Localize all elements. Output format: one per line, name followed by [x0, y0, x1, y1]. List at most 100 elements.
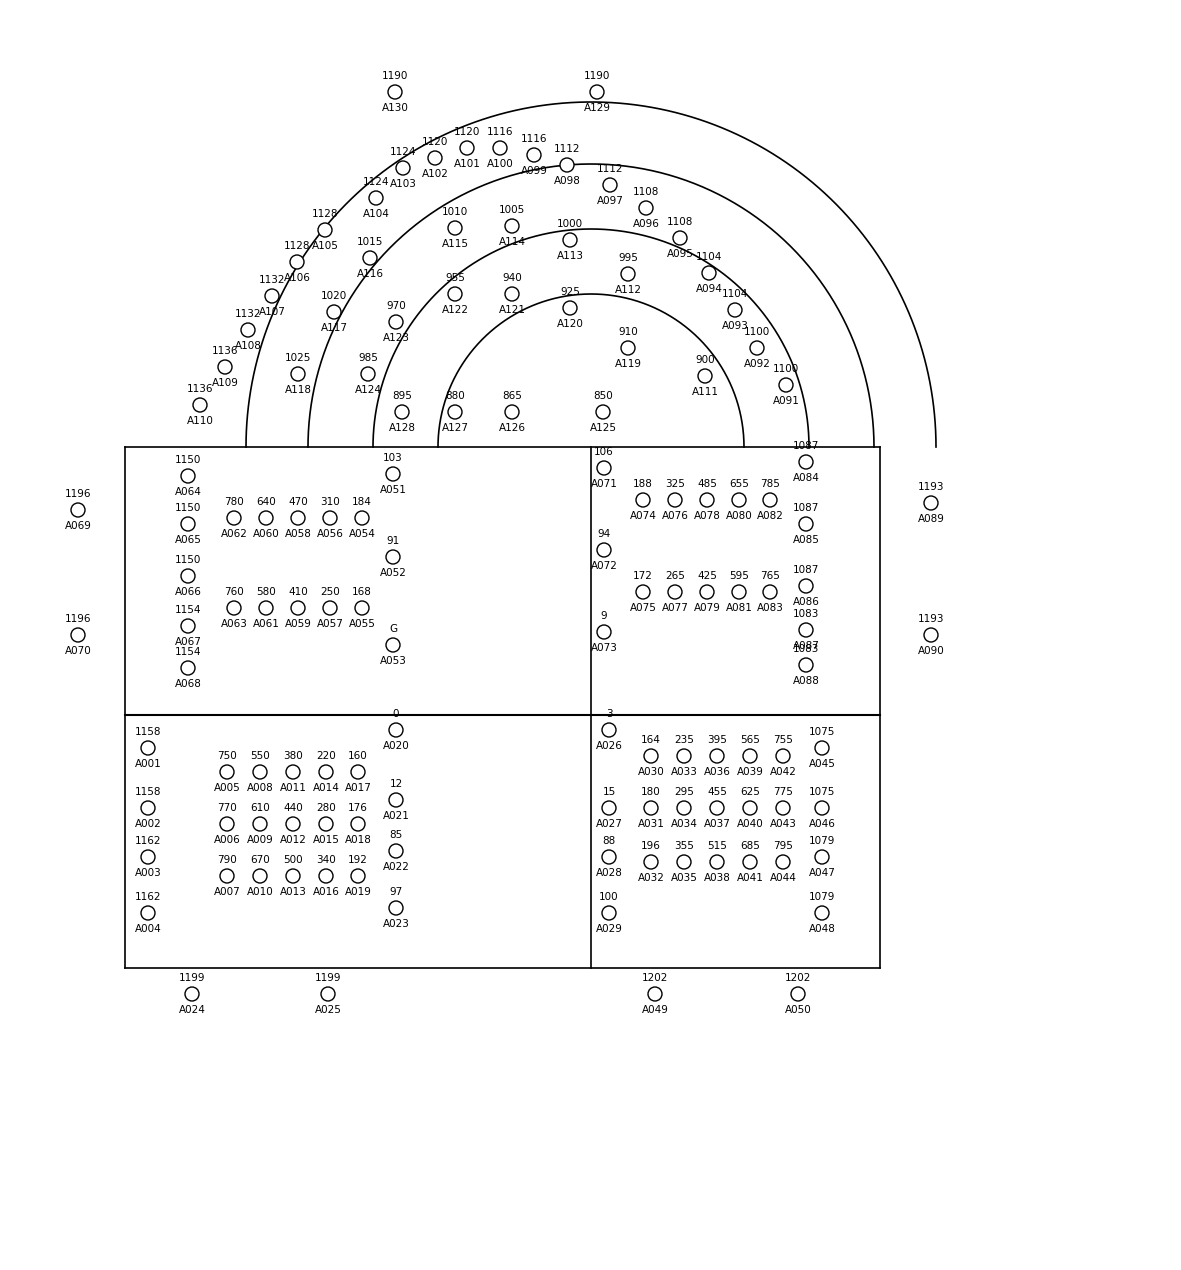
- Text: A029: A029: [595, 925, 622, 933]
- Text: 1104: 1104: [696, 251, 723, 262]
- Circle shape: [319, 765, 333, 779]
- Text: 1158: 1158: [135, 787, 162, 798]
- Text: 172: 172: [633, 572, 653, 580]
- Text: A093: A093: [722, 321, 749, 331]
- Text: A006: A006: [214, 834, 241, 845]
- Circle shape: [351, 817, 365, 831]
- Text: 1112: 1112: [554, 144, 580, 154]
- Text: 168: 168: [352, 587, 372, 597]
- Circle shape: [750, 342, 764, 356]
- Circle shape: [776, 855, 790, 869]
- Text: 565: 565: [740, 735, 759, 745]
- Circle shape: [590, 85, 603, 99]
- Text: 1075: 1075: [809, 787, 835, 798]
- Text: A113: A113: [556, 251, 583, 262]
- Text: 1154: 1154: [175, 605, 201, 615]
- Circle shape: [351, 869, 365, 883]
- Text: A055: A055: [348, 618, 376, 629]
- Text: A121: A121: [498, 305, 526, 315]
- Text: A076: A076: [661, 511, 689, 521]
- Circle shape: [668, 493, 681, 507]
- Text: A010: A010: [247, 886, 273, 897]
- Text: 1202: 1202: [785, 973, 811, 983]
- Text: A073: A073: [590, 643, 618, 653]
- Text: A001: A001: [135, 759, 162, 770]
- Text: 1112: 1112: [596, 164, 624, 174]
- Text: A011: A011: [280, 784, 306, 792]
- Text: 770: 770: [217, 803, 237, 813]
- Text: 12: 12: [390, 779, 403, 789]
- Circle shape: [321, 987, 335, 1001]
- Text: A024: A024: [178, 1005, 205, 1015]
- Text: 580: 580: [256, 587, 276, 597]
- Circle shape: [181, 618, 195, 632]
- Text: 1190: 1190: [583, 71, 611, 81]
- Text: A102: A102: [422, 169, 449, 179]
- Text: 15: 15: [602, 787, 615, 798]
- Circle shape: [815, 740, 829, 754]
- Text: A046: A046: [809, 819, 835, 829]
- Text: 940: 940: [502, 273, 522, 283]
- Circle shape: [286, 817, 300, 831]
- Circle shape: [743, 749, 757, 763]
- Text: A114: A114: [498, 237, 526, 246]
- Circle shape: [386, 638, 400, 652]
- Text: A082: A082: [757, 511, 783, 521]
- Text: 790: 790: [217, 855, 237, 865]
- Text: 640: 640: [256, 497, 276, 507]
- Text: 1162: 1162: [135, 836, 162, 846]
- Circle shape: [710, 855, 724, 869]
- Text: A031: A031: [638, 819, 665, 829]
- Text: 925: 925: [560, 287, 580, 297]
- Text: A044: A044: [770, 872, 796, 883]
- Circle shape: [677, 855, 691, 869]
- Text: 1079: 1079: [809, 836, 835, 846]
- Text: 1087: 1087: [792, 441, 820, 451]
- Text: A115: A115: [442, 239, 469, 249]
- Text: A107: A107: [259, 307, 286, 318]
- Text: A003: A003: [135, 867, 162, 878]
- Text: A084: A084: [792, 472, 820, 483]
- Text: A088: A088: [792, 676, 820, 686]
- Text: A092: A092: [744, 359, 770, 370]
- Text: 1120: 1120: [422, 137, 448, 147]
- Text: A100: A100: [487, 159, 514, 169]
- Text: A009: A009: [247, 834, 273, 845]
- Text: A065: A065: [175, 535, 202, 545]
- Text: 1190: 1190: [381, 71, 409, 81]
- Text: 1015: 1015: [357, 237, 383, 246]
- Text: 1132: 1132: [235, 309, 261, 319]
- Text: 1202: 1202: [641, 973, 668, 983]
- Text: A101: A101: [454, 159, 481, 169]
- Circle shape: [924, 497, 938, 511]
- Text: A030: A030: [638, 767, 665, 777]
- Text: A049: A049: [641, 1005, 668, 1015]
- Text: 1193: 1193: [918, 613, 945, 624]
- Circle shape: [763, 493, 777, 507]
- Circle shape: [220, 765, 234, 779]
- Text: A051: A051: [379, 485, 406, 495]
- Circle shape: [71, 627, 85, 643]
- Text: 850: 850: [593, 391, 613, 401]
- Circle shape: [621, 342, 635, 356]
- Text: 1000: 1000: [557, 218, 583, 229]
- Circle shape: [386, 467, 400, 481]
- Circle shape: [644, 801, 658, 815]
- Text: 425: 425: [697, 572, 717, 580]
- Text: A020: A020: [383, 740, 410, 751]
- Text: A045: A045: [809, 759, 835, 770]
- Circle shape: [602, 906, 616, 919]
- Text: 3: 3: [606, 709, 612, 719]
- Text: 176: 176: [348, 803, 368, 813]
- Circle shape: [602, 801, 616, 815]
- Circle shape: [220, 817, 234, 831]
- Circle shape: [428, 151, 442, 165]
- Text: 755: 755: [774, 735, 792, 745]
- Text: 85: 85: [390, 831, 403, 839]
- Circle shape: [563, 301, 578, 315]
- Text: A119: A119: [614, 359, 641, 370]
- Text: 1136: 1136: [187, 384, 214, 394]
- Text: A034: A034: [671, 819, 698, 829]
- Text: A005: A005: [214, 784, 241, 792]
- Circle shape: [743, 801, 757, 815]
